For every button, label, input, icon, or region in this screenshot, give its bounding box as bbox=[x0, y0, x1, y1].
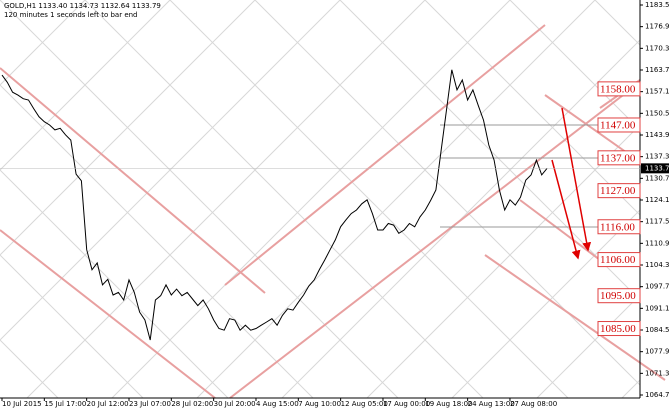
y-tick-label: 1117.55 bbox=[645, 218, 670, 226]
x-tick-label: 15 Jul 17:00 bbox=[44, 400, 86, 408]
y-tick-label: 1064.75 bbox=[645, 391, 670, 399]
x-tick-label: 7 Aug 10:00 bbox=[298, 400, 341, 408]
y-tick-label: 1091.15 bbox=[645, 304, 670, 312]
x-tick-label: 4 Aug 15:00 bbox=[256, 400, 299, 408]
level-label: 1116.00 bbox=[600, 221, 635, 233]
x-tick-label: 12 Aug 05:00 bbox=[341, 400, 388, 408]
arrows bbox=[551, 107, 592, 260]
level-box bbox=[597, 288, 641, 304]
gann-grid bbox=[0, 0, 640, 398]
y-tick-label: 1157.15 bbox=[645, 88, 670, 96]
price-line bbox=[1, 69, 548, 341]
y-tick-label: 1143.95 bbox=[645, 131, 670, 139]
x-tick-label: 19 Aug 18:00 bbox=[425, 400, 472, 408]
level-box bbox=[597, 117, 641, 133]
x-tick-label: 28 Jul 02:00 bbox=[171, 400, 213, 408]
y-tick-label: 1150.55 bbox=[645, 109, 670, 117]
level-box bbox=[597, 81, 641, 97]
chart-title: GOLD,H1 1133.40 1134.73 1132.64 1133.79 bbox=[4, 2, 161, 10]
y-tick-label: 1071.35 bbox=[645, 369, 670, 377]
current-price-label: 1133.79 bbox=[645, 164, 670, 172]
y-tick-label: 1124.15 bbox=[645, 196, 670, 204]
y-tick-label: 1110.95 bbox=[645, 239, 670, 247]
level-box bbox=[597, 252, 641, 268]
x-tick-label: 10 Jul 2015 bbox=[2, 400, 42, 408]
y-tick-label: 1137.35 bbox=[645, 153, 670, 161]
chart-subtitle: 120 minutes 1 seconds left to bar end bbox=[4, 11, 138, 19]
level-label: 1095.00 bbox=[600, 290, 636, 302]
channel-lines bbox=[0, 24, 666, 399]
y-tick-label: 1183.55 bbox=[645, 1, 670, 9]
y-tick-label: 1104.35 bbox=[645, 261, 670, 269]
level-box bbox=[597, 219, 641, 235]
x-tick-label: 17 Aug 00:00 bbox=[383, 400, 430, 408]
current-price-box bbox=[641, 163, 669, 174]
x-tick-label: 30 Jul 20:00 bbox=[214, 400, 256, 408]
x-tick-label: 23 Jul 07:00 bbox=[129, 400, 171, 408]
level-label: 1106.00 bbox=[600, 254, 636, 266]
y-tick-label: 1176.95 bbox=[645, 23, 670, 31]
x-tick-label: 27 Aug 08:00 bbox=[510, 400, 557, 408]
y-tick-label: 1130.75 bbox=[645, 174, 670, 182]
level-box bbox=[597, 183, 641, 199]
y-tick-label: 1077.95 bbox=[645, 348, 670, 356]
x-tick-label: 20 Jul 12:00 bbox=[87, 400, 129, 408]
y-tick-label: 1163.75 bbox=[645, 66, 670, 74]
y-tick-label: 1097.75 bbox=[645, 283, 670, 291]
level-box bbox=[597, 150, 641, 166]
level-box bbox=[597, 321, 641, 337]
level-label: 1085.00 bbox=[600, 323, 636, 335]
level-label: 1147.00 bbox=[600, 120, 636, 132]
y-tick-label: 1084.55 bbox=[645, 326, 670, 334]
y-tick-label: 1170.35 bbox=[645, 44, 670, 52]
level-label: 1137.00 bbox=[600, 152, 636, 164]
x-tick-label: 24 Aug 13:00 bbox=[468, 400, 515, 408]
level-label: 1127.00 bbox=[600, 185, 636, 197]
level-label: 1158.00 bbox=[600, 83, 636, 95]
